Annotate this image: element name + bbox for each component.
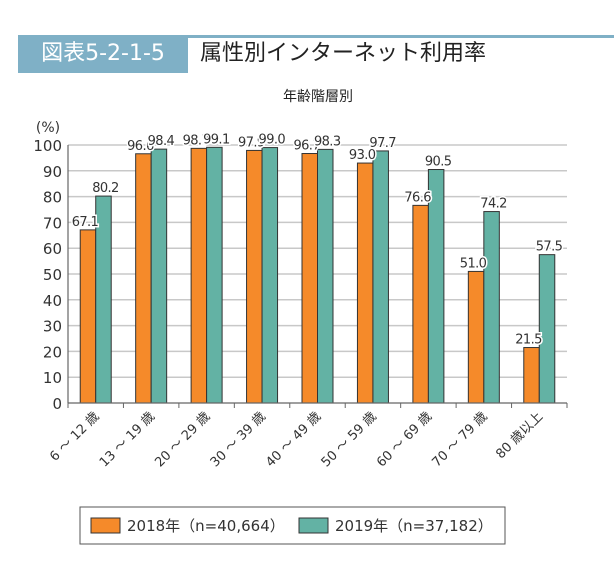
data-label: 99.1 [203,132,230,147]
bar-2018 [301,153,318,404]
y-tick-label: 100 [33,137,62,155]
bar-2019 [538,254,556,404]
y-tick-label: 40 [43,292,62,310]
legend-swatch [90,517,121,534]
legend: 2018年（n=40,664） 2019年（n=37,182） [79,506,506,545]
y-tick-label: 70 [43,214,62,232]
bar-2018 [356,162,374,404]
data-label: 76.6 [404,190,431,205]
x-tick-label: 70 ～ 79 歳 [430,409,491,470]
x-tick-label: 40 ～ 49 歳 [263,409,324,470]
data-label: 80.2 [92,181,119,196]
chart-title: 年齢階層別 [283,89,353,105]
data-label: 93.0 [349,148,376,163]
bar-2019 [150,148,168,404]
data-label: 96.7 [293,139,320,154]
y-tick-label: 0 [52,395,62,413]
legend-box [79,506,506,545]
data-label: 90.5 [425,155,452,170]
data-label: 57.5 [536,240,563,255]
legend-swatch [298,517,329,534]
data-label: 96.6 [127,139,154,154]
bar-2018 [190,147,208,404]
bar-2018 [412,204,429,404]
figure-number: 図表5-2-1-5 [18,35,188,73]
y-tick-label: 50 [43,266,62,284]
y-tick-label: 80 [43,189,62,207]
x-tick-label: 80 歳以上 [493,409,546,462]
data-label: 98.4 [148,134,175,149]
bar-2019 [206,146,223,404]
y-tick-label: 10 [43,369,62,387]
x-tick-label: 60 ～ 69 歳 [374,409,435,470]
bar-2018 [523,347,540,404]
header-rule [18,35,614,38]
x-tick-label: 50 ～ 59 歳 [319,409,380,470]
data-label: 97.7 [369,136,396,151]
bar-2019 [372,150,389,404]
y-tick-label: 60 [43,240,62,258]
bar-2018 [467,270,485,404]
y-tick-label: 20 [43,343,62,361]
data-label: 99.0 [259,133,286,148]
bar-2019 [483,211,500,404]
bar-2018 [246,149,263,404]
x-tick-label: 30 ～ 39 歳 [208,409,269,470]
bar-2018 [79,229,97,404]
figure-title: 属性別インターネット利用率 [200,41,487,66]
data-label: 21.5 [515,333,542,348]
data-label: 97.9 [238,135,265,150]
y-tick-label: 90 [43,163,62,181]
bar-2018 [135,153,152,404]
data-label: 98.3 [314,134,341,149]
legend-label: 2018年（n=40,664） [127,517,285,535]
x-tick-label: 13 ～ 19 歳 [97,409,158,470]
y-axis-label: (%) [36,120,60,136]
bar-2019 [261,147,279,404]
data-label: 98.7 [183,133,210,148]
y-tick-label: 30 [43,318,62,336]
bar-2019 [317,148,334,404]
data-label: 74.2 [480,197,507,212]
x-tick-label: 20 ～ 29 歳 [152,409,213,470]
data-label: 67.1 [72,215,99,230]
data-label: 51.0 [460,256,487,271]
legend-label: 2019年（n=37,182） [335,517,493,535]
x-tick-label: 6 ～ 12 歳 [47,409,102,464]
